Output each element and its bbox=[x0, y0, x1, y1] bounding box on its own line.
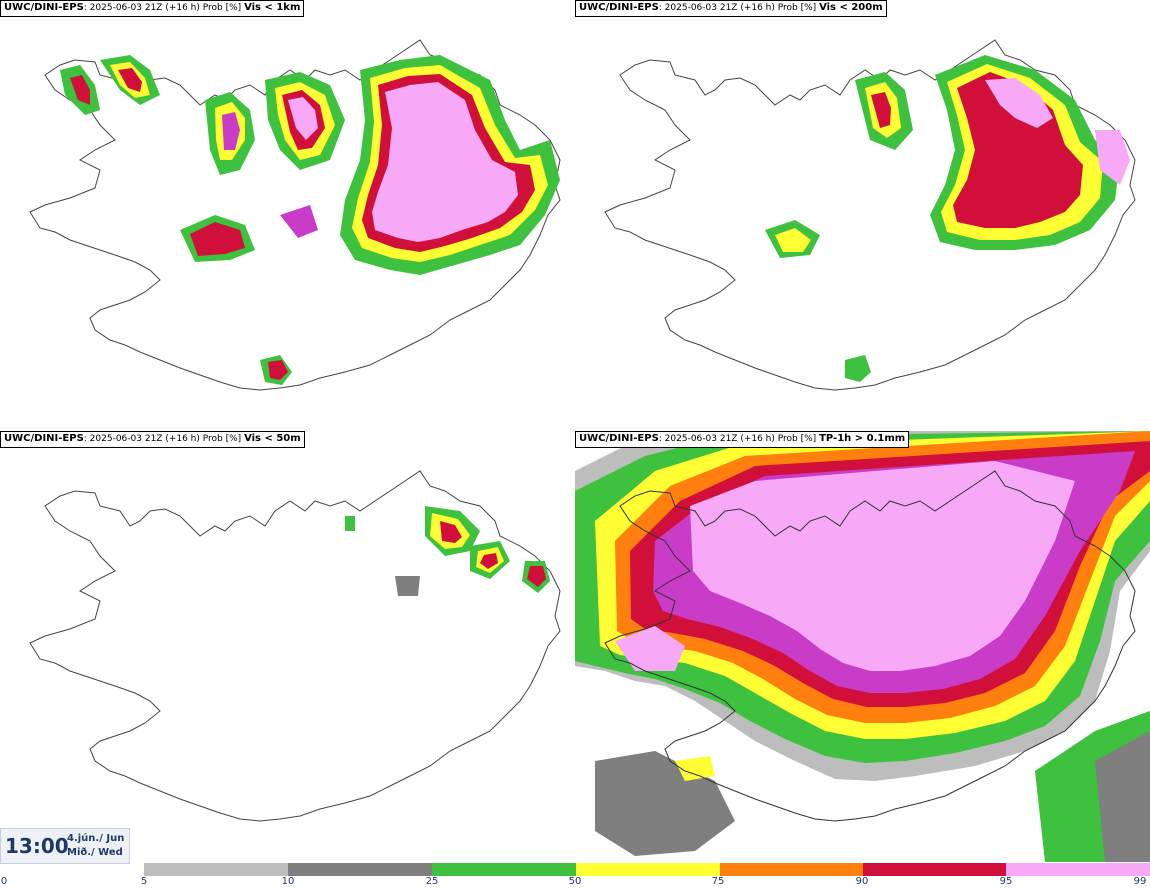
colorbar-segment bbox=[1006, 863, 1150, 876]
timestamp-box: 13:00 4.jún./ Jun Mið./ Wed bbox=[0, 828, 130, 864]
colorbar-segment bbox=[576, 863, 720, 876]
map-vis-50m bbox=[29, 470, 561, 822]
prob-field bbox=[575, 431, 1150, 862]
colorbar-tick: 10 bbox=[281, 876, 295, 887]
colorbar-tick: 75 bbox=[711, 876, 725, 887]
panel-title: UWC/DINI-EPS: 2025-06-03 21Z (+16 h) Pro… bbox=[0, 0, 305, 17]
colorbar-tick: 0 bbox=[0, 876, 8, 887]
prob-field bbox=[60, 55, 560, 385]
map-vis-1km bbox=[29, 39, 561, 391]
colorbar bbox=[144, 863, 1150, 876]
colorbar-segment bbox=[288, 863, 432, 876]
map-panel-tp-1h: UWC/DINI-EPS: 2025-06-03 21Z (+16 h) Pro… bbox=[575, 431, 1150, 862]
colorbar-tick: 95 bbox=[999, 876, 1013, 887]
map-vis-200m bbox=[604, 39, 1136, 391]
panel-title: UWC/DINI-EPS: 2025-06-03 21Z (+16 h) Pro… bbox=[0, 431, 305, 448]
prob-field bbox=[765, 55, 1130, 382]
panel-title: UWC/DINI-EPS: 2025-06-03 21Z (+16 h) Pro… bbox=[575, 431, 910, 448]
colorbar-segment bbox=[144, 863, 288, 876]
map-panel-vis-50m: UWC/DINI-EPS: 2025-06-03 21Z (+16 h) Pro… bbox=[0, 431, 575, 862]
colorbar-tick: 5 bbox=[140, 876, 148, 887]
valid-date: 4.jún./ Jun bbox=[67, 833, 125, 844]
colorbar-tick: 90 bbox=[855, 876, 869, 887]
map-panel-vis-200m: UWC/DINI-EPS: 2025-06-03 21Z (+16 h) Pro… bbox=[575, 0, 1150, 431]
valid-weekday: Mið./ Wed bbox=[67, 847, 123, 858]
colorbar-tick: 99 bbox=[1133, 876, 1147, 887]
colorbar-segment bbox=[432, 863, 576, 876]
map-panel-vis-1km: UWC/DINI-EPS: 2025-06-03 21Z (+16 h) Pro… bbox=[0, 0, 575, 431]
colorbar-segment bbox=[863, 863, 1007, 876]
colorbar-segment bbox=[720, 863, 863, 876]
panel-title: UWC/DINI-EPS: 2025-06-03 21Z (+16 h) Pro… bbox=[575, 0, 887, 17]
colorbar-tick: 50 bbox=[568, 876, 582, 887]
prob-field bbox=[345, 506, 550, 596]
map-tp-1h bbox=[575, 431, 1150, 862]
valid-time: 13:00 bbox=[5, 834, 69, 858]
colorbar-tick: 25 bbox=[425, 876, 439, 887]
